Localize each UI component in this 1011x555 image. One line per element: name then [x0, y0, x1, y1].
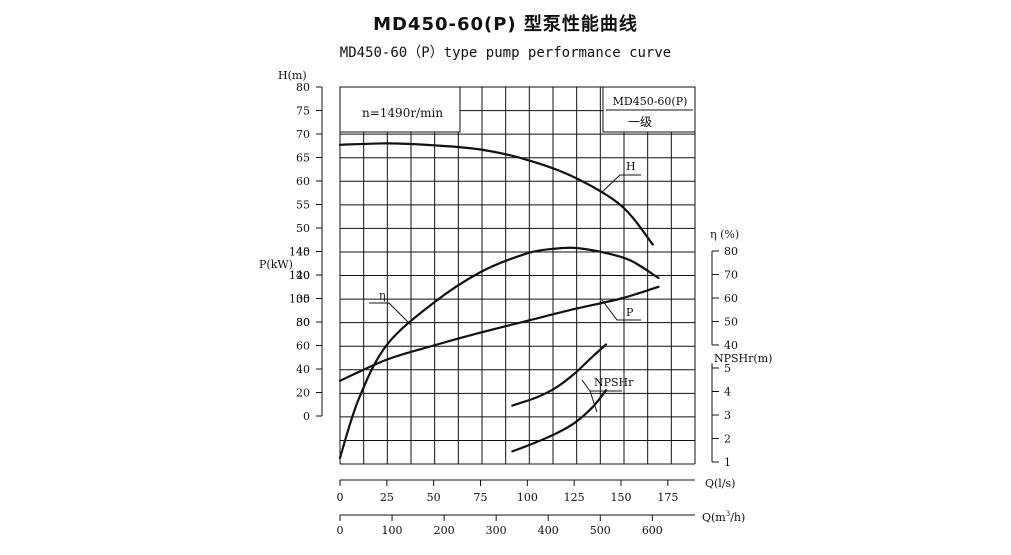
- npsh-axis-tick-label: 5: [724, 362, 731, 375]
- chart-title: MD450-60(P) 型泵性能曲线: [373, 14, 638, 35]
- eta-axis-tick-label: 80: [724, 245, 738, 258]
- h-axis-tick-label: 60: [296, 175, 310, 188]
- npsh-axis-label: NPSHr(m): [714, 352, 772, 365]
- h-axis-tick-label: 40: [296, 269, 310, 282]
- x-axis-tick-label: 100: [517, 491, 538, 504]
- x-axis-tick-label: 125: [564, 491, 585, 504]
- eta-axis-tick-label: 60: [724, 292, 738, 305]
- series-line--1: [338, 246, 660, 459]
- x-axis-tick-label: 75: [474, 491, 488, 504]
- eta-axis-tick-label: 70: [724, 269, 738, 282]
- p-axis-tick-label: 100: [289, 293, 310, 306]
- h-axis-tick-label: 55: [296, 199, 310, 212]
- npsh-curve-leader-2: [589, 390, 598, 413]
- h-curve-leader: [600, 174, 641, 194]
- x-axis-tick-label: 500: [590, 524, 611, 537]
- p-axis-tick-label: 80: [296, 316, 310, 329]
- x-axis-tick-label: 150: [611, 491, 632, 504]
- x-axis-tick-label: 175: [657, 491, 678, 504]
- speed-box: [339, 86, 461, 133]
- p-axis-tick-label: 20: [296, 387, 310, 400]
- p-axis-tick-label: 60: [296, 340, 310, 353]
- curves: [338, 142, 660, 459]
- q-m3h-axis-label: Q(m3/h): [702, 510, 745, 524]
- h-axis-tick-label: 45: [296, 246, 310, 259]
- npsh-axis-tick-label: 3: [724, 409, 731, 422]
- chart-subtitle: MD450-60（P）type pump performance curve: [339, 45, 672, 61]
- h-curve-label: H: [626, 160, 636, 173]
- x-axis-tick-label: 0: [337, 491, 344, 504]
- p-axis-tick-label: 40: [296, 363, 310, 376]
- x-axis-tick-label: 200: [434, 524, 455, 537]
- x-axis-tick-label: 400: [538, 524, 559, 537]
- h-axis-tick-label: 75: [296, 105, 310, 118]
- series-line-p-2: [338, 285, 660, 382]
- p-axis-tick-label: 120: [289, 269, 310, 282]
- h-axis-tick-label: 35: [296, 293, 310, 306]
- axes: 3035404550556065707580020406080100120140…: [289, 81, 738, 537]
- model-label: MD450-60(P): [613, 95, 688, 108]
- h-axis-tick-label: 30: [296, 316, 310, 329]
- eta-axis-label: η (%): [710, 228, 739, 241]
- x-axis-tick-label: 0: [337, 524, 344, 537]
- h-axis-tick-label: 80: [296, 81, 310, 94]
- h-axis-label: H(m): [278, 69, 307, 82]
- p-curve-leader: [601, 299, 641, 321]
- p-axis-tick-label: 140: [289, 246, 310, 259]
- speed-label: n=1490r/min: [362, 106, 443, 120]
- eta-axis-tick-label: 40: [724, 339, 738, 352]
- x-axis-tick-label: 300: [486, 524, 507, 537]
- x-axis-tick-label: 100: [382, 524, 403, 537]
- h-axis-tick-label: 50: [296, 222, 310, 235]
- eta-curve-leader: [369, 302, 412, 326]
- x-axis-tick-label: 25: [380, 491, 394, 504]
- q-ls-axis-label: Q(l/s): [705, 477, 735, 490]
- x-axis-tick-label: 600: [642, 524, 663, 537]
- eta-curve-label: η: [379, 289, 386, 302]
- h-axis-tick-label: 65: [296, 152, 310, 165]
- p-axis-label: P(kW): [259, 258, 293, 271]
- p-axis-tick-label: 0: [303, 410, 310, 423]
- npsh-axis-tick-label: 2: [724, 433, 731, 446]
- stage-label: 一级: [628, 115, 652, 129]
- p-curve-label: P: [626, 306, 634, 319]
- series-line-npshr-4: [511, 389, 608, 453]
- npsh-axis-tick-label: 1: [724, 456, 731, 469]
- npsh-curve-label: NPSHr: [594, 376, 634, 389]
- x-axis-tick-label: 50: [427, 491, 441, 504]
- series-line-npshr-3: [511, 343, 608, 407]
- h-axis-tick-label: 70: [296, 128, 310, 141]
- eta-axis-tick-label: 50: [724, 316, 738, 329]
- npsh-axis-tick-label: 4: [724, 386, 731, 399]
- series-line-h-0: [338, 142, 654, 246]
